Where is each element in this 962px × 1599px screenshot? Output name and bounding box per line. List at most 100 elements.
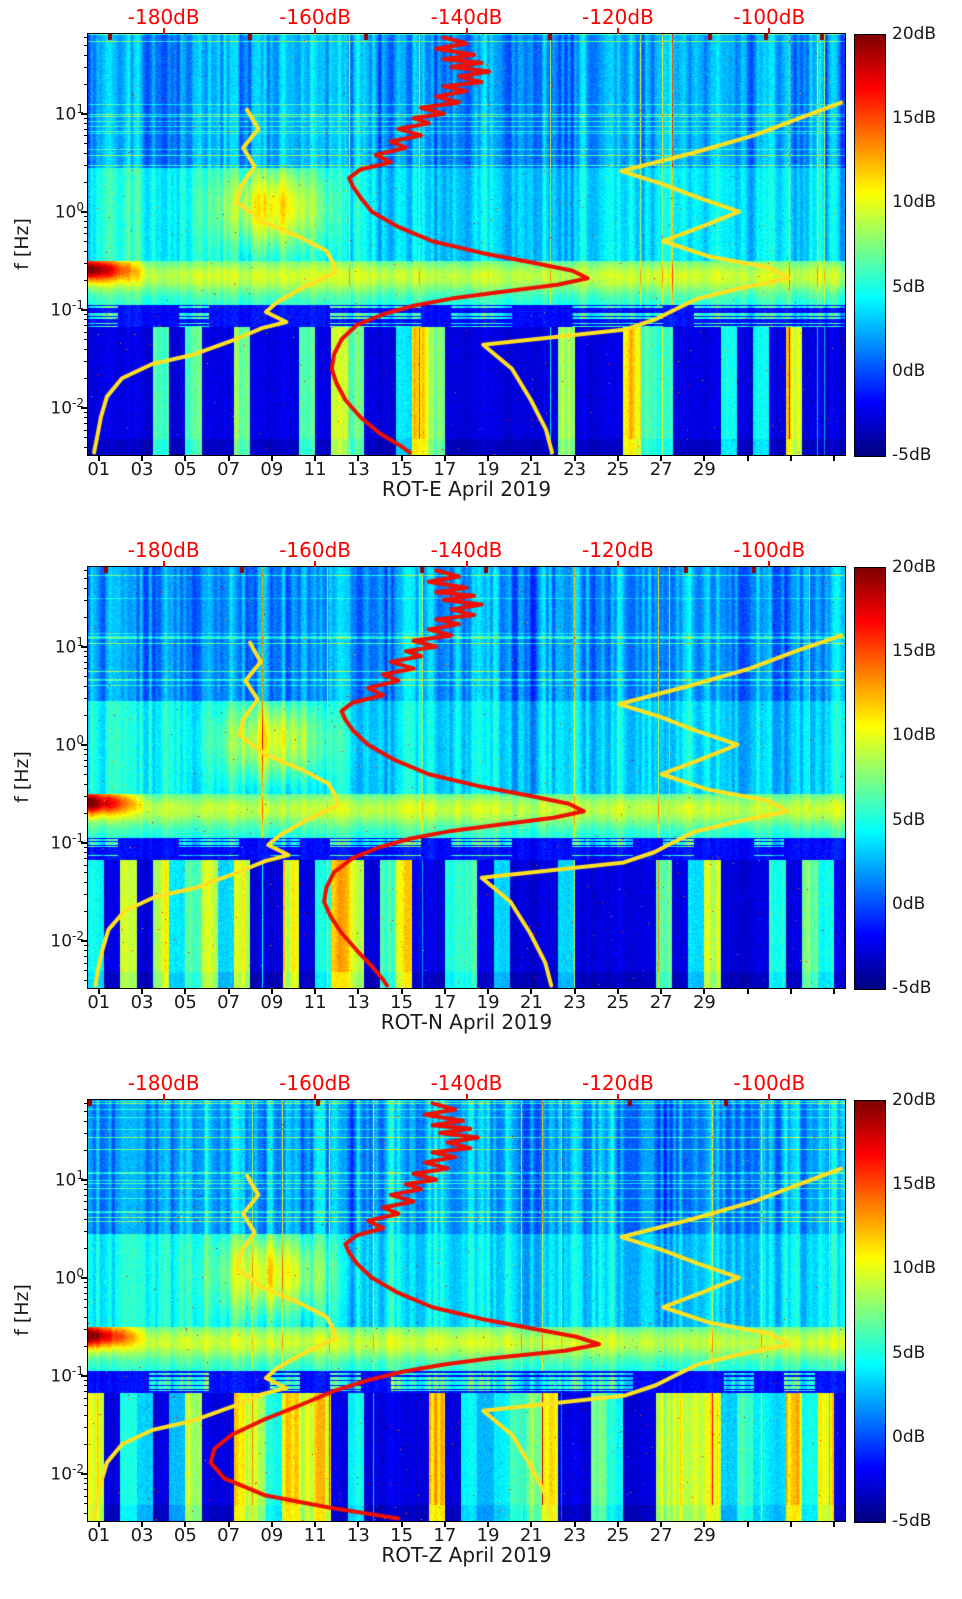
x-tick-label: 21 (519, 992, 543, 1013)
x-tick-label: 03 (130, 459, 154, 480)
top-db-axis-tick-label: -100dB (733, 5, 806, 29)
x-tick-label: 19 (476, 459, 500, 480)
y-minor-tick-mark (84, 715, 88, 717)
colorbar-tick-label: 0dB (892, 1426, 926, 1447)
colorbar-tick-label: 10dB (892, 725, 937, 746)
x-tick-mark (97, 1521, 100, 1527)
y-minor-tick-mark (84, 1316, 88, 1318)
x-tick-mark (660, 1521, 663, 1527)
y-minor-tick-mark (84, 857, 88, 859)
y-tick-label: 100 (54, 199, 84, 223)
spectrogram-panel-rot-e: f [Hz] ROT-E April 2019 -180dB -160dB -140… (0, 0, 962, 533)
top-db-axis-tick-label: -140dB (430, 1071, 503, 1095)
top-db-axis-tick-label: -160dB (279, 5, 351, 29)
x-tick-label: 25 (606, 459, 630, 480)
y-tick-mark (81, 743, 88, 746)
y-minor-tick-mark (84, 1478, 88, 1480)
y-minor-tick-mark (84, 324, 88, 326)
y-minor-tick-mark (84, 250, 88, 252)
y-minor-tick-mark (84, 685, 88, 687)
spectrogram-heatmap (88, 567, 845, 988)
y-tick-mark (81, 406, 88, 409)
x-tick-label: 29 (692, 1525, 716, 1546)
x-tick-mark (487, 1521, 490, 1527)
x-tick-label: 01 (87, 992, 111, 1013)
y-minor-tick-mark (84, 979, 88, 981)
y-minor-tick-mark (84, 852, 88, 854)
y-minor-tick-mark (84, 1380, 88, 1382)
x-tick-mark (227, 1521, 230, 1527)
x-tick-label: 01 (87, 1525, 111, 1546)
y-minor-tick-mark (84, 446, 88, 448)
y-minor-tick-mark (84, 1184, 88, 1186)
y-tick-mark (81, 1374, 88, 1377)
y-minor-tick-mark (84, 813, 88, 815)
spectrogram-heatmap (88, 34, 845, 455)
x-tick-mark (530, 988, 533, 994)
y-minor-tick-mark (84, 1414, 88, 1416)
y-minor-tick-mark (84, 872, 88, 874)
top-db-axis-tick-label: -100dB (733, 1071, 806, 1095)
y-minor-tick-mark (84, 570, 88, 572)
y-minor-tick-mark (84, 945, 88, 947)
x-tick-mark (746, 1521, 749, 1527)
top-axis-tick-mark (314, 1094, 317, 1100)
top-db-axis-tick-label: -180dB (127, 1071, 200, 1095)
y-minor-tick-mark (84, 1444, 88, 1446)
y-minor-tick-mark (84, 118, 88, 120)
colorbar-tick-label: -5dB (892, 1511, 932, 1531)
x-tick-label: 25 (606, 992, 630, 1013)
x-tick-mark (616, 455, 619, 461)
x-tick-mark (97, 988, 100, 994)
x-tick-label: 19 (476, 992, 500, 1013)
colorbar-tick-label: 5dB (892, 809, 926, 830)
y-minor-tick-mark (84, 226, 88, 228)
y-minor-tick-mark (84, 1503, 88, 1505)
y-minor-tick-mark (84, 661, 88, 663)
y-tick-label: 101 (54, 101, 84, 125)
y-tick-label: 100 (54, 1265, 84, 1289)
y-minor-tick-mark (84, 599, 88, 601)
x-tick-label: 15 (390, 1525, 414, 1546)
x-tick-mark (314, 1521, 317, 1527)
y-minor-tick-mark (84, 314, 88, 316)
y-minor-tick-mark (84, 164, 88, 166)
y-minor-tick-mark (84, 864, 88, 866)
y-tick-mark (81, 1276, 88, 1279)
colorbar-tick-label: 5dB (892, 276, 926, 297)
y-tick-mark (81, 939, 88, 942)
x-tick-label: 17 (433, 459, 457, 480)
x-tick-mark (141, 1521, 144, 1527)
y-minor-tick-mark (84, 84, 88, 86)
y-minor-tick-mark (84, 331, 88, 333)
y-minor-tick-mark (84, 1287, 88, 1289)
y-minor-tick-mark (84, 587, 88, 589)
x-tick-label: 21 (519, 459, 543, 480)
y-minor-tick-mark (84, 1397, 88, 1399)
x-tick-mark (789, 1521, 792, 1527)
y-minor-tick-mark (84, 45, 88, 47)
y-minor-tick-mark (84, 697, 88, 699)
y-minor-tick-mark (84, 668, 88, 670)
colorbar-tick-label: 10dB (892, 1258, 937, 1279)
y-minor-tick-mark (84, 1390, 88, 1392)
y-tick-label: 10-1 (50, 297, 84, 321)
x-tick-label: 27 (649, 1525, 673, 1546)
x-tick-label: 23 (563, 992, 587, 1013)
x-tick-mark (314, 455, 317, 461)
y-minor-tick-mark (84, 1218, 88, 1220)
colorbar-tick-label: 15dB (892, 1174, 937, 1195)
y-minor-tick-mark (84, 1150, 88, 1152)
colorbar-tick-label: 0dB (892, 360, 926, 381)
spectrogram-panel-rot-z: f [Hz] ROT-Z April 2019 -180dB -160dB -140… (0, 1066, 962, 1599)
y-minor-tick-mark (84, 412, 88, 414)
x-tick-mark (314, 988, 317, 994)
y-minor-tick-mark (84, 1299, 88, 1301)
top-db-axis-tick-label: -100dB (733, 538, 806, 562)
y-tick-label: 101 (54, 634, 84, 658)
panel-title: ROT-Z April 2019 (381, 1543, 552, 1567)
x-tick-mark (184, 455, 187, 461)
y-minor-tick-mark (84, 182, 88, 184)
x-tick-label: 13 (346, 1525, 370, 1546)
